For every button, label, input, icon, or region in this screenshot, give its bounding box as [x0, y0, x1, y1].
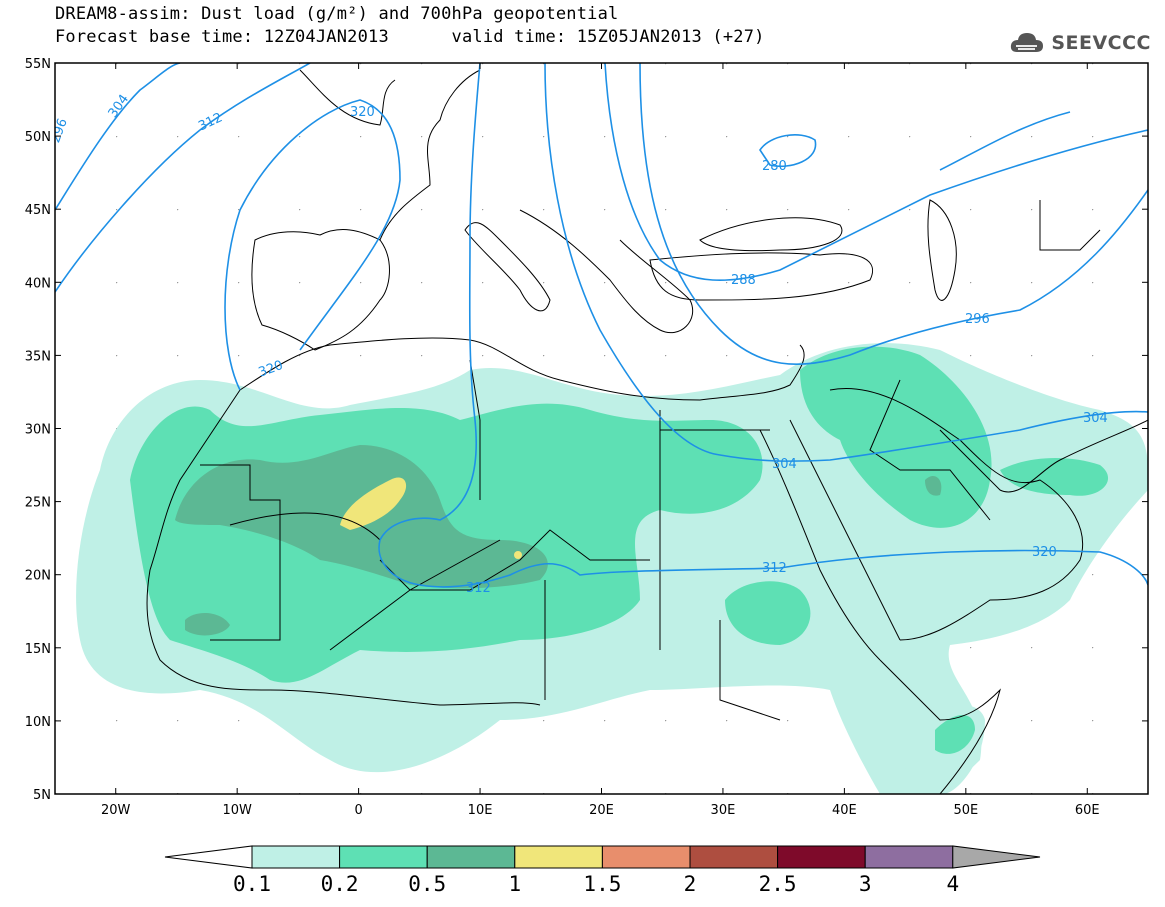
colorbar-level-label: 0.1: [233, 872, 271, 896]
dust-layer-1: [340, 477, 522, 559]
valid-time-label: valid time: 15Z05JAN2013 (+27): [451, 27, 765, 47]
contour-label: 280: [762, 159, 787, 174]
contour-label: 304: [772, 457, 797, 472]
colorbar-level-label: 1.5: [583, 872, 622, 896]
colorbar-level-label: 2: [683, 872, 697, 896]
contour-label: 296: [965, 312, 990, 327]
colorbar-swatch: [251, 845, 341, 869]
colorbar-level-label: 4: [946, 872, 960, 896]
lat-label: 55N: [25, 57, 51, 72]
colorbar-level-label: 0.5: [408, 872, 447, 896]
base-time-label: Forecast base time: 12Z04JAN2013: [55, 27, 389, 47]
lon-label: 30E: [711, 803, 736, 818]
logo-text: SEEVCCC: [1051, 32, 1151, 54]
lon-label: 40E: [832, 803, 857, 818]
lon-label: 0: [354, 803, 362, 818]
colorbar-low-arrow: [164, 845, 253, 869]
lon-label: 20W: [101, 803, 131, 818]
lat-label: 25N: [25, 496, 51, 511]
lat-label: 5N: [33, 788, 51, 803]
seevccc-logo: SEEVCCC: [1009, 30, 1151, 56]
contour-label: 288: [731, 273, 756, 288]
contour-label: 312: [762, 561, 787, 576]
forecast-time-line: Forecast base time: 12Z04JAN2013 valid t…: [55, 27, 765, 47]
lat-label: 30N: [25, 423, 51, 438]
coastlines: [146, 69, 1148, 794]
contour-label: 320: [350, 105, 375, 120]
lat-label: 50N: [25, 130, 51, 145]
geopotential-contours: [55, 63, 1148, 588]
colorbar-swatch: [514, 845, 603, 869]
colorbar-swatch: [864, 845, 954, 869]
colorbar-level-label: 2.5: [758, 872, 797, 896]
colorbar-level-label: 0.2: [320, 872, 359, 896]
colorbar-swatch: [777, 845, 866, 869]
lon-label: 10E: [468, 803, 493, 818]
contour-label: 320: [1032, 545, 1057, 560]
axis-ticks: [55, 62, 1148, 795]
colorbar-level-label: 1: [508, 872, 522, 896]
colorbar-swatch: [339, 845, 428, 869]
colorbar-high-arrow: [952, 845, 1041, 869]
cloud-icon: [1011, 33, 1044, 52]
lat-label: 35N: [25, 349, 51, 364]
lon-label: 50E: [953, 803, 978, 818]
colorbar-swatch: [601, 845, 691, 869]
colorbar-level-label: 3: [858, 872, 872, 896]
lat-label: 15N: [25, 642, 51, 657]
colorbar-swatch: [426, 845, 516, 869]
lon-label: 20E: [589, 803, 614, 818]
lon-label: 10W: [222, 803, 252, 818]
contour-label: 304: [1083, 411, 1108, 426]
lat-label: 45N: [25, 203, 51, 218]
map-title: DREAM8-assim: Dust load (g/m²) and 700hP…: [55, 4, 619, 24]
lat-label: 40N: [25, 276, 51, 291]
lat-label: 10N: [25, 715, 51, 730]
contour-label: 312: [466, 581, 491, 596]
latitude-labels: 55N 50N 45N 40N 35N 30N 25N 20N 15N 10N 5N: [25, 57, 51, 803]
longitude-labels: 20W 10W 0 10E 20E 30E 40E 50E 60E: [101, 803, 1100, 818]
lon-label: 60E: [1075, 803, 1100, 818]
colorbar-swatch: [689, 845, 779, 869]
lat-label: 20N: [25, 569, 51, 584]
